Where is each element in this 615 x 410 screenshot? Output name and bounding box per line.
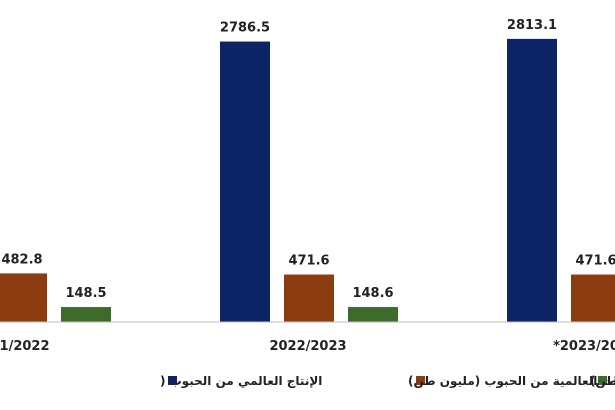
bar-2-1 xyxy=(0,273,47,322)
bar-3-2 xyxy=(348,307,398,322)
value-label-2-2: 471.6 xyxy=(288,254,329,269)
bar-1-3 xyxy=(507,38,557,323)
value-label-3-1: 148.5 xyxy=(65,286,106,301)
legend: الإنتاج العالمي من الحبوب ( الصادرات العا… xyxy=(160,374,615,389)
category-label-3: *2023/20 xyxy=(553,339,615,354)
bars-layer xyxy=(0,38,615,323)
bar-2-2 xyxy=(284,274,334,322)
bar-1-2 xyxy=(220,41,270,323)
legend-swatch-1 xyxy=(168,376,177,385)
bar-3-1 xyxy=(61,307,111,322)
legend-label-2: الصادرات العالمية من الحبوب (مليون طن) xyxy=(408,374,615,389)
legend-label-3: استهلاك الغذاء (مليون طن) xyxy=(590,374,615,389)
value-label-1-3: 2813.1 xyxy=(507,18,557,33)
value-label-2-1: 482.8 xyxy=(1,252,42,267)
value-label-1-2: 2786.5 xyxy=(220,21,270,36)
bar-2-3 xyxy=(571,274,615,322)
value-labels-layer: 482.8 148.5 2786.5 471.6 148.6 2813.1 471.6 xyxy=(1,18,615,301)
legend-swatch-2 xyxy=(416,376,425,385)
value-label-2-3: 471.6 xyxy=(575,254,615,269)
value-label-3-2: 148.6 xyxy=(352,286,393,301)
category-labels-layer: 21/2022 2022/2023 *2023/20 xyxy=(0,339,615,354)
legend-swatch-3 xyxy=(598,376,607,385)
category-label-1: 21/2022 xyxy=(0,339,50,354)
category-label-2: 2022/2023 xyxy=(269,339,346,354)
legend-label-1: الإنتاج العالمي من الحبوب ( xyxy=(160,374,322,389)
